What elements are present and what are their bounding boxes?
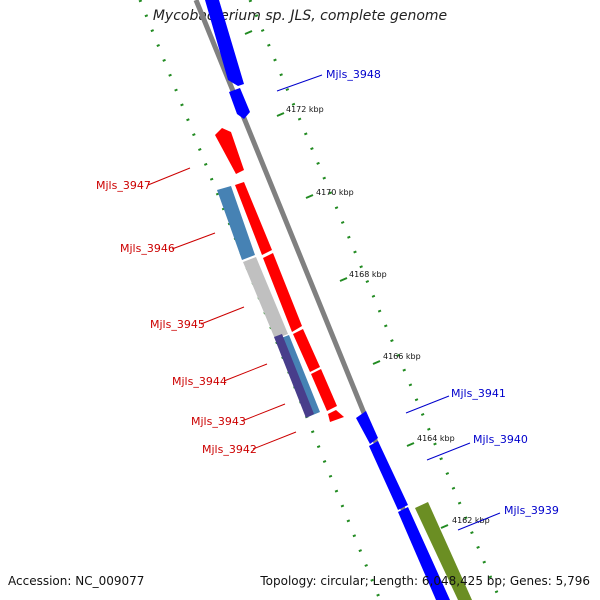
gene-label-mjls-3947: Mjls_3947 (96, 179, 151, 192)
tick-label-4162: 4162 kbp (452, 516, 490, 525)
genome-title: Mycobacterium sp. JLS, complete genome (152, 8, 448, 24)
gene-mjls-3945 (243, 257, 288, 339)
tick-label-4172: 4172 kbp (286, 105, 324, 114)
gene-mjls-3947-part1 (215, 128, 244, 174)
tick-label-4168: 4168 kbp (349, 270, 387, 279)
gene-mjls-3940 (369, 441, 408, 510)
kbp-ticks: 4172 kbp 4170 kbp 4168 kbp 4166 kbp 4164… (244, 30, 490, 529)
gene-mjls-3939 (415, 502, 472, 600)
gene-mjls-3944-b (274, 334, 314, 418)
gene-mjls-3946-red (263, 253, 302, 332)
gene-label-mjls-3942: Mjls_3942 (202, 443, 257, 456)
gene-mjls-3944-red (311, 369, 337, 411)
gene-label-mjls-3939: Mjls_3939 (504, 504, 559, 517)
accession-text: Accession: NC_009077 (8, 574, 145, 588)
genome-summary-text: Topology: circular; Length: 6,048,425 bp… (260, 574, 590, 588)
gene-mjls-3948-part2 (229, 88, 250, 119)
gene-features (205, 0, 472, 600)
tick-label-4166: 4166 kbp (383, 352, 421, 361)
gene-label-mjls-3945: Mjls_3945 (150, 318, 205, 331)
gene-label-mjls-3941: Mjls_3941 (451, 387, 506, 400)
tick-label-4164: 4164 kbp (417, 434, 455, 443)
gene-labels: Mjls_3948 Mjls_3947 Mjls_3946 Mjls_3945 … (96, 68, 559, 517)
gene-leaders (147, 74, 501, 531)
gene-mjls-3939-blue (398, 507, 450, 600)
gene-mjls-3947-part2 (235, 182, 272, 255)
tick-label-4170: 4170 kbp (316, 188, 354, 197)
gene-label-mjls-3948: Mjls_3948 (326, 68, 381, 81)
gene-mjls-3946 (217, 186, 255, 260)
gene-mjls-3945-red (293, 329, 320, 372)
gene-label-mjls-3940: Mjls_3940 (473, 433, 528, 446)
gene-mjls-3941 (356, 411, 378, 444)
gene-label-mjls-3946: Mjls_3946 (120, 242, 175, 255)
gene-label-mjls-3943: Mjls_3943 (191, 415, 246, 428)
gene-mjls-3948-part1 (205, 0, 244, 86)
gene-label-mjls-3944: Mjls_3944 (172, 375, 227, 388)
gene-mjls-3942-red (328, 410, 344, 422)
